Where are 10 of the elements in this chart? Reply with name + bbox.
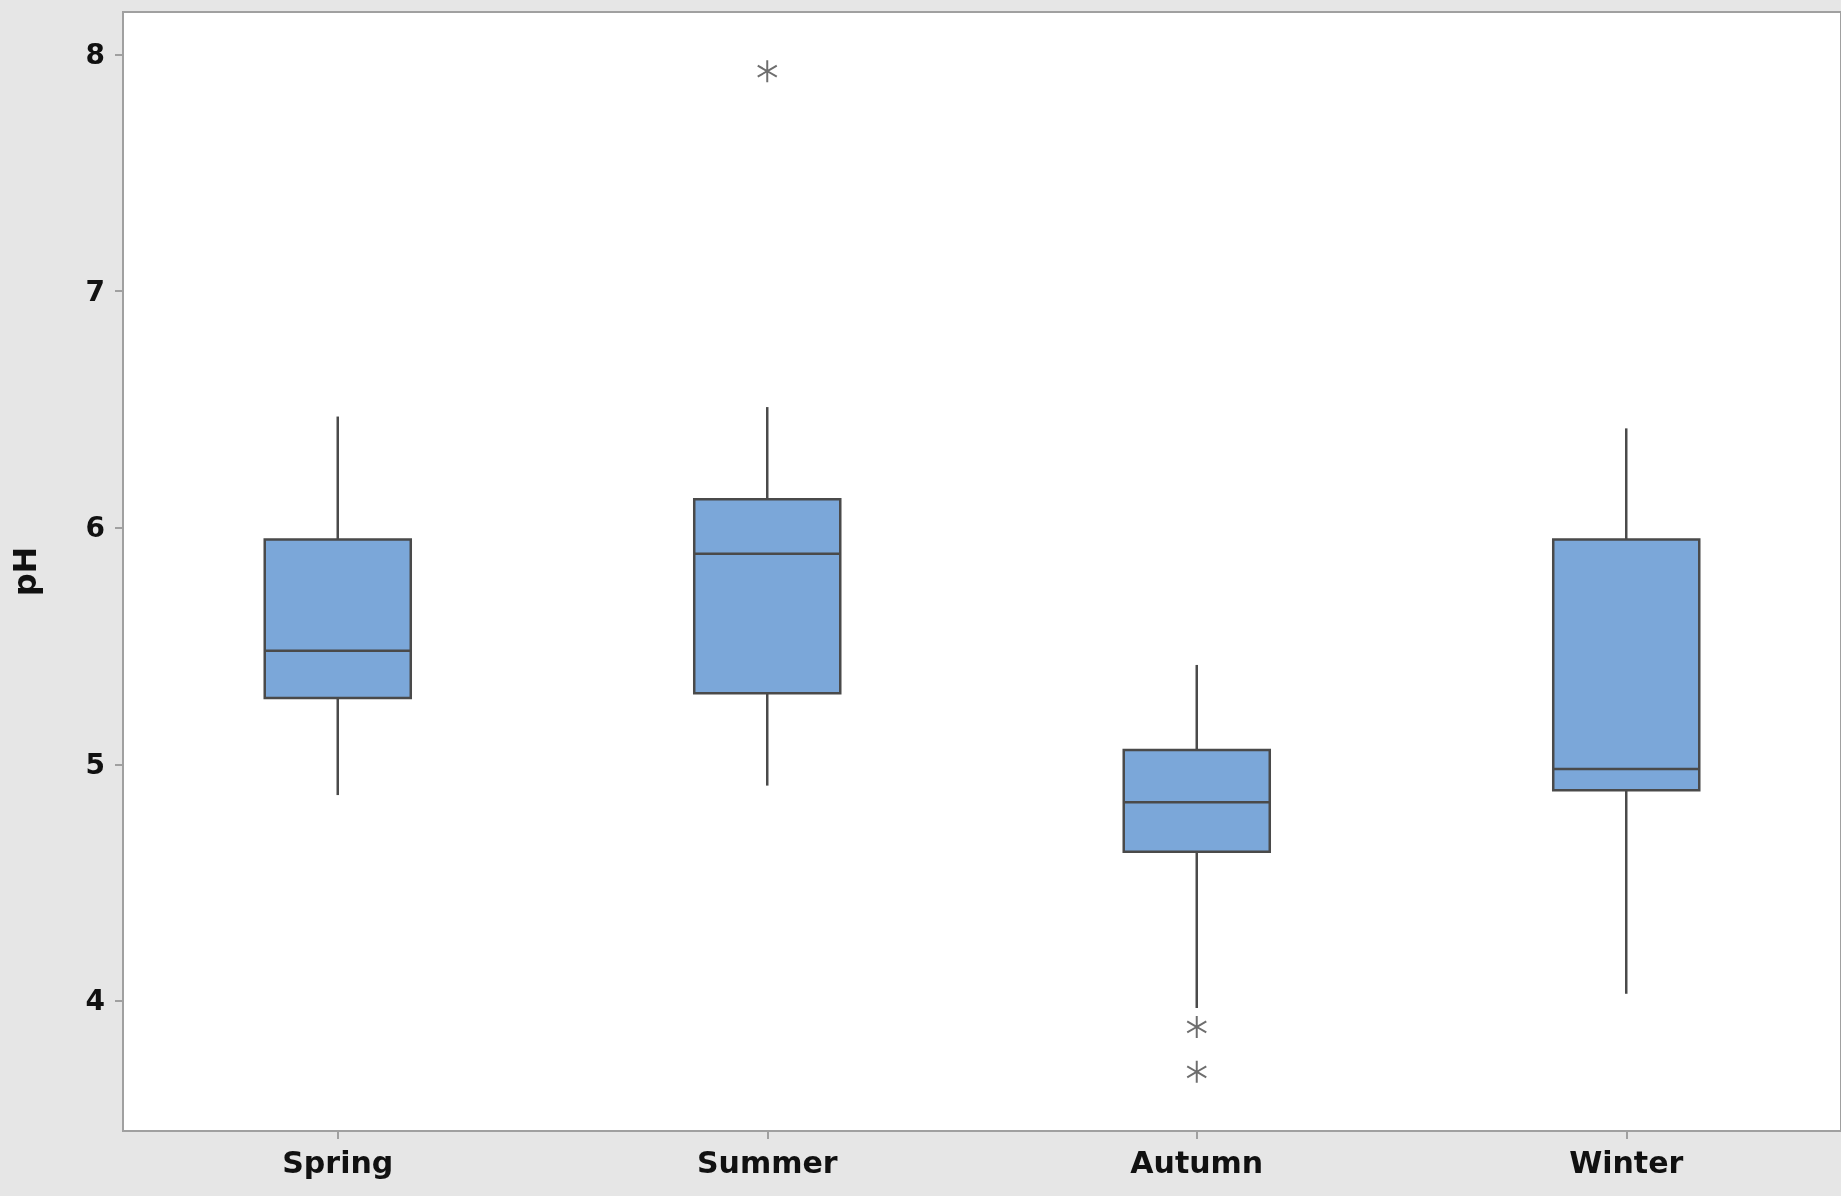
y-tick-label: 4 xyxy=(85,984,105,1018)
x-tick-label: Summer xyxy=(696,1144,838,1180)
y-axis-title: pH xyxy=(6,546,44,597)
y-tick-label: 8 xyxy=(85,38,105,72)
x-tick-label: Autumn xyxy=(1130,1144,1264,1180)
y-tick-label: 5 xyxy=(85,747,105,781)
y-tick-label: 6 xyxy=(85,511,105,545)
x-tick-label: Winter xyxy=(1569,1144,1684,1180)
y-tick-label: 7 xyxy=(85,274,105,308)
x-tick-label: Spring xyxy=(282,1144,394,1180)
